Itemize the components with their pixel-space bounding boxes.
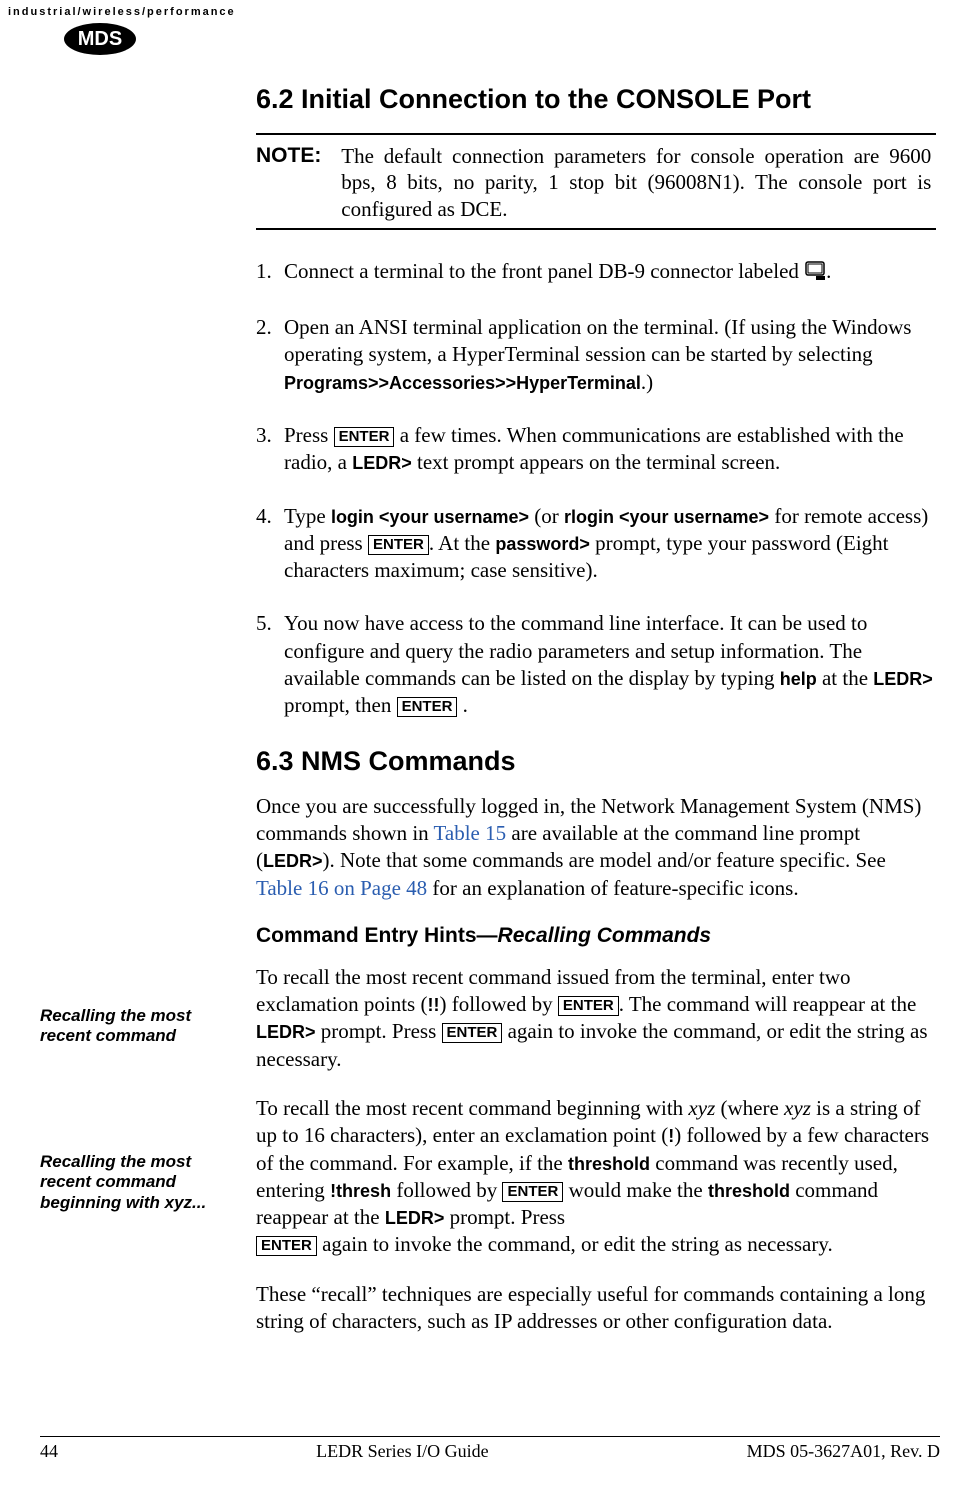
enter-key-icon: ENTER — [256, 1236, 317, 1256]
note-rule-bottom — [256, 228, 936, 230]
enter-key-icon: ENTER — [368, 535, 429, 555]
recall-most-recent-paragraph: To recall the most recent command issued… — [256, 964, 936, 1073]
footer-doc-id: MDS 05-3627A01, Rev. D — [747, 1441, 940, 1462]
enter-key-icon: ENTER — [558, 996, 619, 1016]
step-1: Connect a terminal to the front panel DB… — [256, 258, 936, 288]
note-rule-top — [256, 133, 936, 135]
step-2: Open an ANSI terminal application on the… — [256, 314, 936, 396]
terminal-icon — [804, 261, 826, 288]
table-16-link[interactable]: Table 16 on Page 48 — [256, 876, 427, 900]
note-label: NOTE: — [256, 143, 336, 169]
closing-paragraph: These “recall” techniques are especially… — [256, 1281, 936, 1336]
recall-xyz-paragraph: To recall the most recent command beginn… — [256, 1095, 936, 1259]
margin-note-1: Recalling the most recent command — [40, 1006, 240, 1047]
footer-title: LEDR Series I/O Guide — [316, 1441, 488, 1462]
mds-logo-icon: MDS — [63, 22, 236, 56]
step-3: Press ENTER a few times. When communicat… — [256, 422, 936, 477]
enter-key-icon: ENTER — [397, 697, 458, 717]
section-6-2-heading: 6.2 Initial Connection to the CONSOLE Po… — [256, 84, 936, 115]
nms-intro-paragraph: Once you are successfully logged in, the… — [256, 793, 936, 902]
page-footer: 44 LEDR Series I/O Guide MDS 05-3627A01,… — [40, 1436, 940, 1462]
page-header: industrial/wireless/performance MDS — [8, 6, 236, 56]
svg-text:MDS: MDS — [78, 28, 122, 50]
step-5: You now have access to the command line … — [256, 610, 936, 719]
command-entry-hints-heading: Command Entry Hints—Recalling Commands — [256, 924, 936, 948]
enter-key-icon: ENTER — [334, 427, 395, 447]
note-text: The default connection parameters for co… — [341, 143, 931, 222]
enter-key-icon: ENTER — [442, 1023, 503, 1043]
steps-list: Connect a terminal to the front panel DB… — [256, 258, 936, 720]
section-6-3-heading: 6.3 NMS Commands — [256, 746, 936, 777]
note-block: NOTE: The default connection parameters … — [256, 143, 936, 222]
table-15-link[interactable]: Table 15 — [434, 821, 507, 845]
page-number: 44 — [40, 1441, 58, 1462]
header-tagline: industrial/wireless/performance — [8, 6, 236, 18]
step-4: Type login <your username> (or rlogin <y… — [256, 503, 936, 585]
enter-key-icon: ENTER — [502, 1182, 563, 1202]
main-content: 6.2 Initial Connection to the CONSOLE Po… — [256, 84, 936, 1357]
margin-note-2: Recalling the most recent command beginn… — [40, 1152, 240, 1213]
